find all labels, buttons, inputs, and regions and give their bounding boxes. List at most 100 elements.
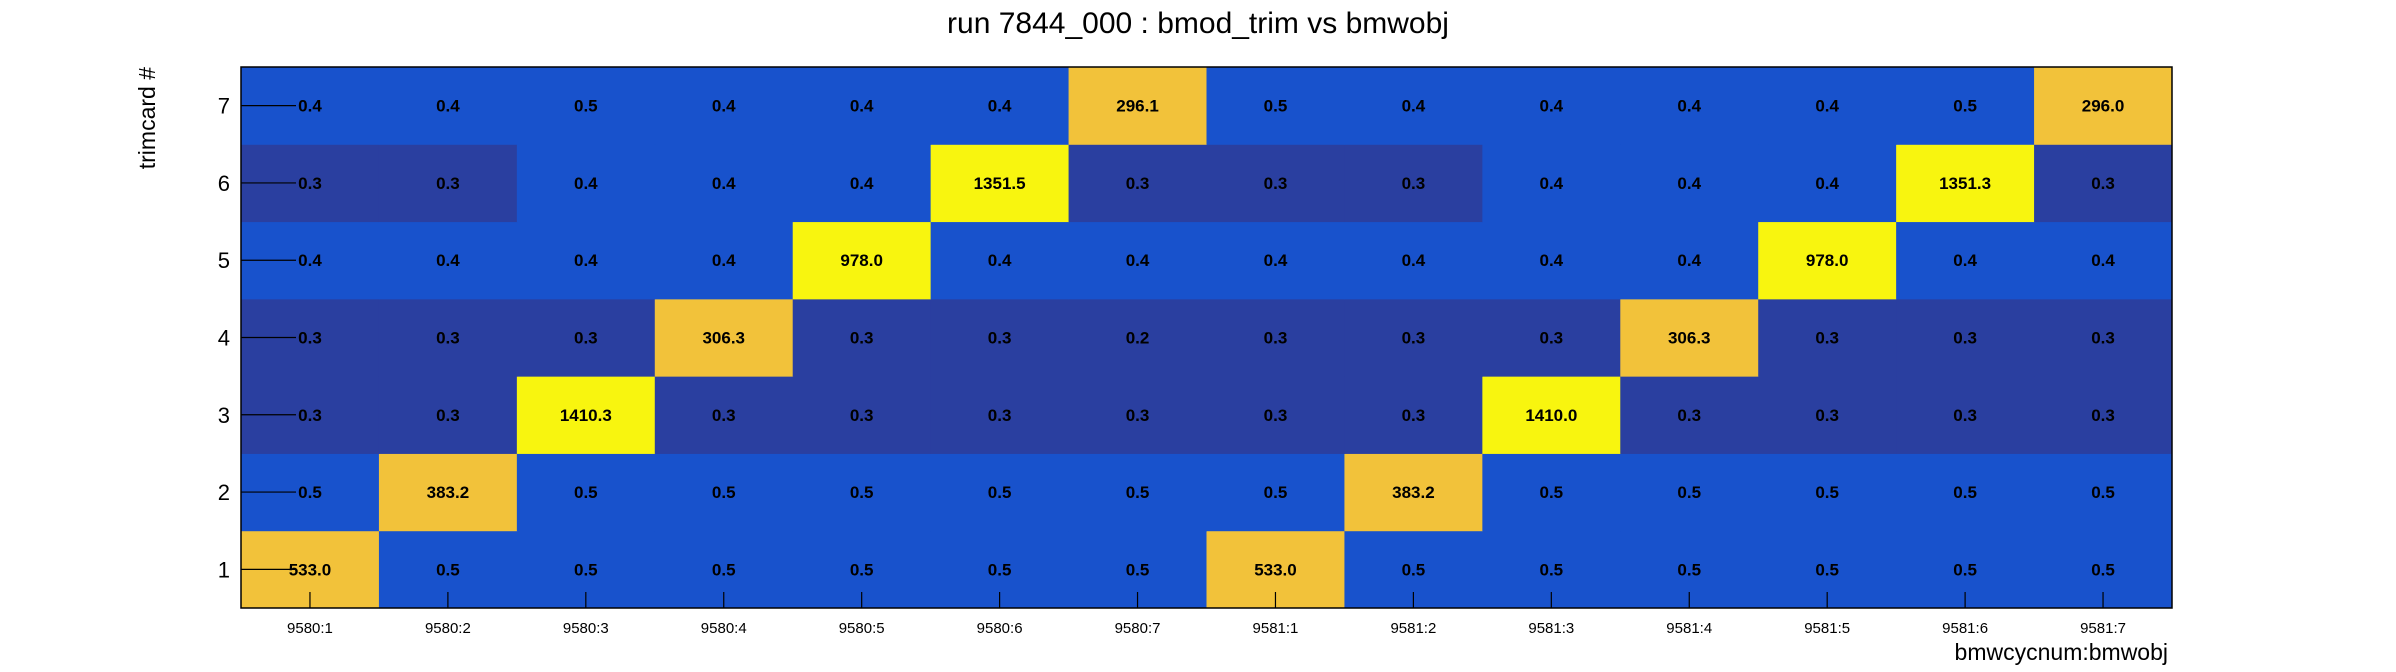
- heatmap-cell: [1068, 453, 1207, 532]
- cell-value-label: 0.5: [1953, 97, 1977, 116]
- cell-value-label: 0.4: [1264, 251, 1288, 270]
- heatmap-cell: [516, 144, 656, 223]
- cell-value-label: 0.5: [1540, 560, 1564, 579]
- heatmap-cell: [1344, 453, 1483, 532]
- heatmap-cell: [1482, 376, 1621, 454]
- cell-value-label: 0.5: [712, 483, 736, 502]
- cell-value-label: 0.5: [574, 560, 598, 579]
- heatmap-cell: [1344, 67, 1483, 145]
- cell-value-label: 0.4: [712, 251, 736, 270]
- cell-value-label: 0.3: [1953, 329, 1977, 348]
- cell-value-label: 0.3: [1815, 406, 1839, 425]
- cell-value-label: 0.3: [2091, 174, 2115, 193]
- cell-value-label: 0.3: [1264, 406, 1288, 425]
- heatmap-cell: [2034, 144, 2173, 223]
- heatmap-cell: [654, 221, 794, 300]
- heatmap-cell: [1620, 144, 1759, 223]
- cell-value-label: 0.5: [1402, 560, 1426, 579]
- heatmap-cell: [1482, 144, 1621, 223]
- x-tick-label: 9581:7: [2080, 620, 2126, 637]
- cell-value-label: 0.3: [436, 174, 460, 193]
- cell-value-label: 0.5: [1677, 483, 1701, 502]
- cell-value-label: 0.5: [1126, 483, 1150, 502]
- plot-frame: [240, 66, 2173, 609]
- cell-value-label: 0.5: [1815, 483, 1839, 502]
- heatmap-cell: [1896, 453, 2035, 532]
- heatmap-cell: [1344, 221, 1483, 300]
- cell-value-label: 0.5: [2091, 483, 2115, 502]
- cell-value-label: 0.4: [1677, 97, 1701, 116]
- x-tick-label: 9580:1: [287, 620, 333, 637]
- cell-value-label: 533.0: [1254, 560, 1297, 579]
- heatmap-cell: [1758, 453, 1897, 532]
- cell-value-label: 0.5: [712, 560, 736, 579]
- heatmap-cell: [2034, 67, 2173, 145]
- cell-value-label: 0.3: [298, 329, 322, 348]
- cell-value-label: 0.5: [436, 560, 460, 579]
- heatmap-cell: [378, 221, 518, 300]
- heatmap-cell: [930, 144, 1070, 223]
- cell-value-label: 0.3: [1815, 329, 1839, 348]
- heatmap-cell: [1068, 221, 1207, 300]
- cell-value-label: 0.4: [1540, 174, 1564, 193]
- heatmap-cell: [792, 144, 932, 223]
- heatmap-cell: [1758, 221, 1897, 300]
- cell-value-label: 0.3: [2091, 406, 2115, 425]
- heatmap-cell: [930, 453, 1070, 532]
- heatmap-cell: [1206, 221, 1345, 300]
- heatmap-cell: [2034, 221, 2173, 300]
- cell-value-label: 0.5: [1540, 483, 1564, 502]
- heatmap-cell: [930, 376, 1070, 454]
- cell-value-label: 978.0: [1806, 251, 1849, 270]
- cell-value-label: 0.4: [1540, 97, 1564, 116]
- cell-value-label: 0.5: [988, 483, 1012, 502]
- cell-value-label: 0.3: [988, 329, 1012, 348]
- cell-value-label: 0.4: [1677, 251, 1701, 270]
- cell-value-label: 0.3: [1126, 406, 1150, 425]
- heatmap-cell: [516, 376, 656, 454]
- cell-value-label: 306.3: [1668, 329, 1711, 348]
- heatmap-cell: [1758, 376, 1897, 454]
- heatmap-cell: [1896, 144, 2035, 223]
- cell-value-label: 0.4: [1126, 251, 1150, 270]
- cell-value-label: 0.3: [712, 406, 736, 425]
- heatmap-cell: [1620, 221, 1759, 300]
- cell-value-label: 0.4: [712, 97, 736, 116]
- cell-value-label: 0.3: [1540, 329, 1564, 348]
- cell-value-label: 0.5: [1264, 97, 1288, 116]
- cell-value-label: 0.3: [2091, 329, 2115, 348]
- cell-value-label: 0.3: [1402, 329, 1426, 348]
- cell-value-label: 0.3: [298, 174, 322, 193]
- heatmap-cell: [1206, 453, 1345, 532]
- cell-value-label: 0.4: [1402, 97, 1426, 116]
- cell-value-label: 0.4: [1540, 251, 1564, 270]
- cell-value-label: 0.5: [850, 560, 874, 579]
- cell-value-label: 296.1: [1116, 97, 1159, 116]
- heatmap-cell: [378, 144, 518, 223]
- heatmap-cell: [1068, 376, 1207, 454]
- cell-value-label: 0.4: [1953, 251, 1977, 270]
- cell-value-label: 383.2: [427, 483, 470, 502]
- heatmap-cell: [1620, 298, 1759, 377]
- x-tick-label: 9581:5: [1804, 620, 1850, 637]
- cell-value-label: 0.4: [712, 174, 736, 193]
- cell-value-label: 383.2: [1392, 483, 1435, 502]
- heatmap-cell: [1482, 221, 1621, 300]
- heatmap-cell-labels: 533.0 0.5 0.5 0.5 0.5 0.5 0.5 533.0 0.5 0.5 0.5 0.5…: [289, 97, 2125, 580]
- heatmap-cell: [1482, 67, 1621, 145]
- y-tick-label: 1: [218, 557, 230, 582]
- heatmap-cell: [930, 221, 1070, 300]
- cell-value-label: 978.0: [840, 251, 883, 270]
- cell-value-label: 0.3: [1126, 174, 1150, 193]
- cell-value-label: 0.4: [298, 251, 322, 270]
- cell-value-label: 0.3: [850, 406, 874, 425]
- cell-value-label: 1351.5: [974, 174, 1026, 193]
- y-axis-label: trimcard #: [134, 67, 160, 169]
- cell-value-label: 0.5: [1815, 560, 1839, 579]
- heatmap-cell: [1206, 67, 1345, 145]
- heatmap-cell: [516, 453, 656, 532]
- cell-value-label: 0.2: [1126, 329, 1150, 348]
- cell-value-label: 0.4: [988, 251, 1012, 270]
- heatmap-cell: [378, 376, 518, 454]
